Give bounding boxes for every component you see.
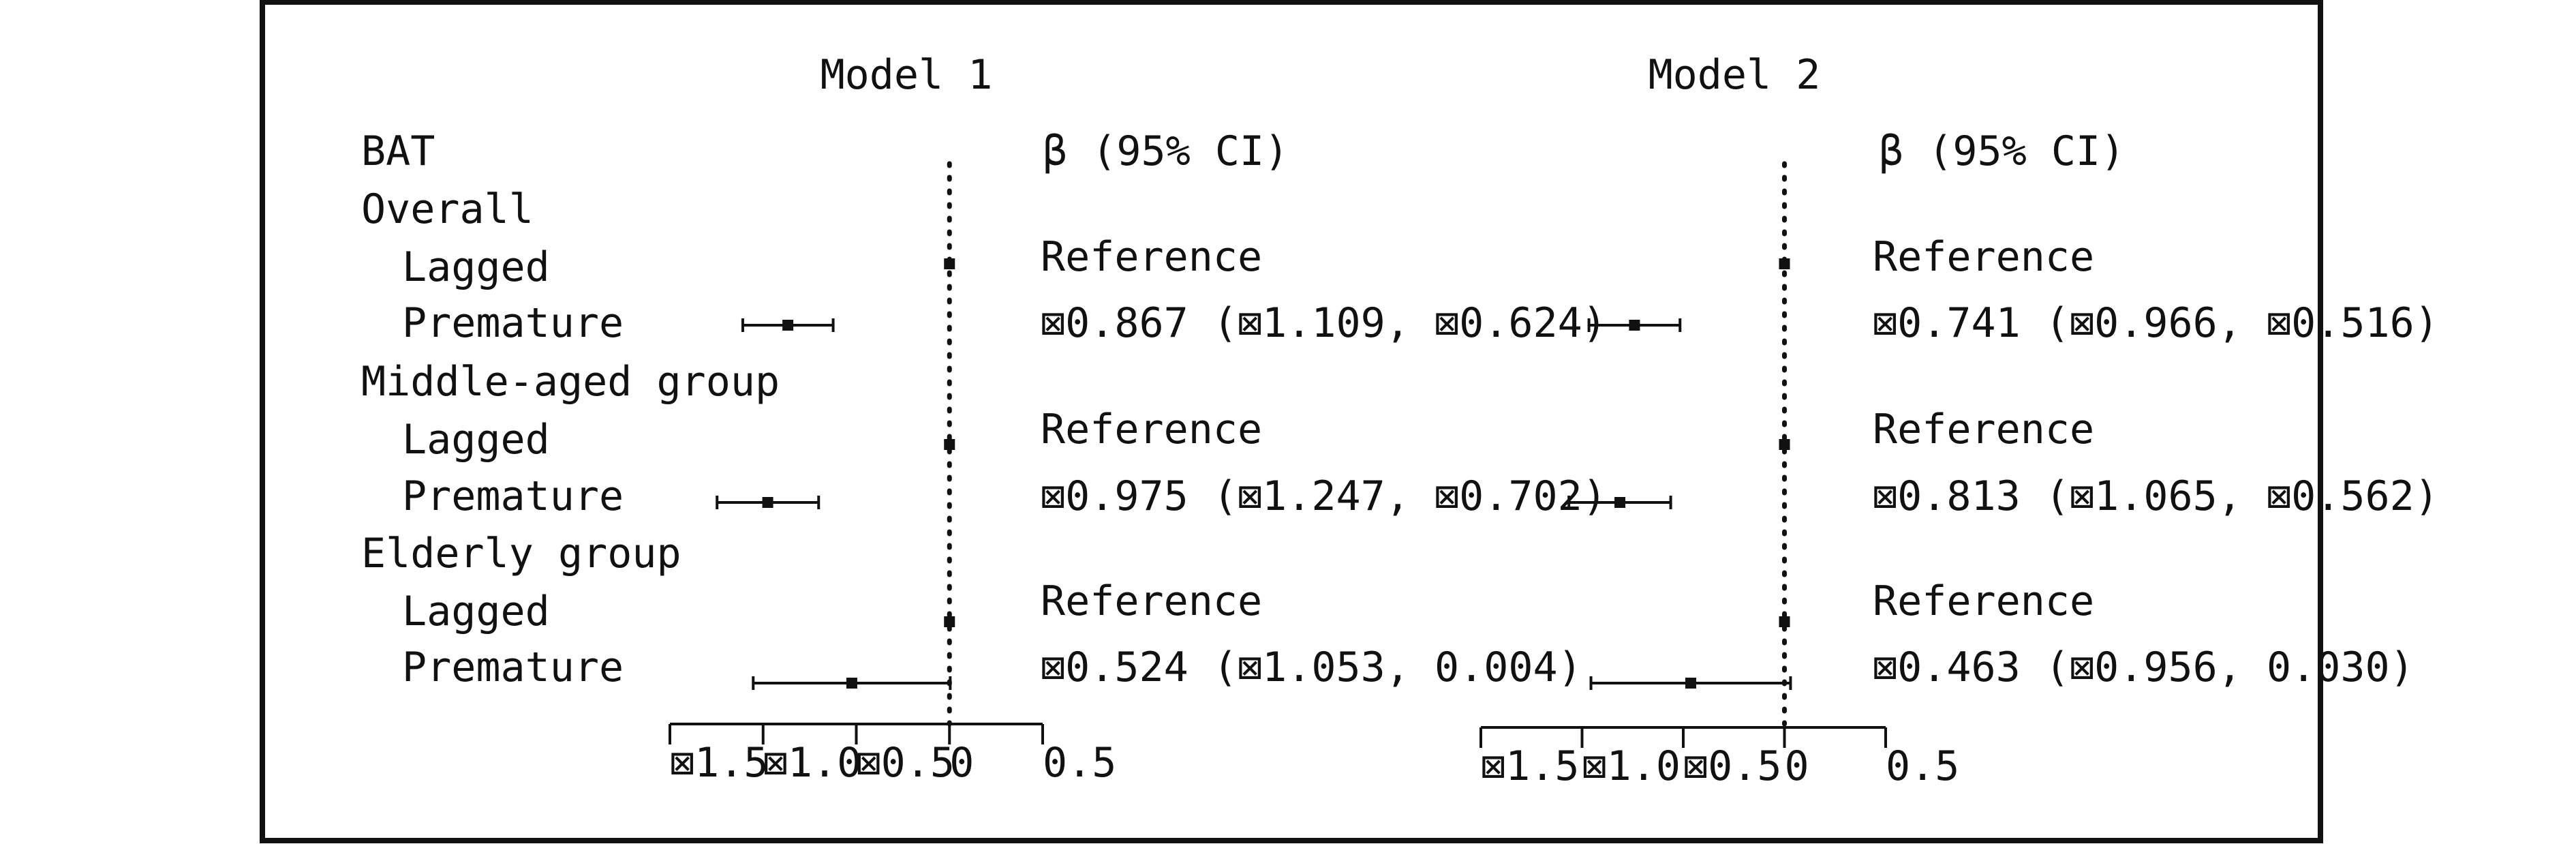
point-estimate [762, 497, 773, 508]
estimate-header: β (95% CI) [1043, 127, 1289, 175]
x-tick-label: ⊠1.0 [763, 739, 862, 787]
row-label-premature: Premature [402, 299, 624, 347]
estimate-header: β (95% CI) [1879, 127, 2125, 175]
row-label-lagged: Lagged [402, 588, 550, 635]
x-tick-label: ⊠0.5 [1683, 742, 1782, 790]
point-estimate [1779, 616, 1790, 627]
point-estimate [944, 258, 955, 269]
ci-text-reference: Reference [1041, 406, 1262, 453]
x-tick-label: ⊠1.5 [670, 739, 769, 787]
x-tick-label: 0 [949, 739, 974, 787]
x-tick-label: 0.5 [1886, 742, 1959, 790]
point-estimate [1779, 258, 1790, 269]
panel-model-1: Model 1 β (95% CI) Reference ⊠0.867 (⊠1.109… [669, 51, 1607, 787]
ci-text-estimate: ⊠0.463 (⊠0.956, 0.030) [1873, 644, 2414, 691]
x-tick-label: 0 [1785, 742, 1809, 790]
row-label-middle-aged-group: Middle-aged group [361, 358, 780, 406]
ci-text-reference: Reference [1041, 577, 1262, 625]
row-label-overall: Overall [361, 185, 534, 233]
x-tick-label: ⊠1.0 [1582, 742, 1681, 790]
x-tick-label: 0.5 [1043, 739, 1116, 787]
row-label-elderly-group: Elderly group [361, 530, 681, 577]
ci-text-reference: Reference [1873, 233, 2094, 281]
ci-text-estimate: ⊠0.813 (⊠1.065, ⊠0.562) [1873, 472, 2439, 520]
figure-border [260, 0, 2323, 843]
panel-title: Model 2 [1649, 51, 1821, 99]
ci-text-estimate: ⊠0.867 (⊠1.109, ⊠0.624) [1041, 299, 1607, 347]
row-label-lagged: Lagged [402, 243, 550, 291]
point-estimate [1685, 678, 1696, 689]
ci-text-reference: Reference [1873, 406, 2094, 453]
ci-text-reference: Reference [1873, 577, 2094, 625]
point-estimate [944, 616, 955, 627]
point-estimate [782, 320, 794, 331]
ci-text-reference: Reference [1041, 233, 1262, 281]
point-estimate [846, 678, 857, 689]
row-label-lagged: Lagged [402, 416, 550, 464]
point-estimate [1614, 497, 1626, 508]
point-estimate [1629, 320, 1640, 331]
row-label-premature: Premature [402, 644, 624, 691]
ci-text-estimate: ⊠0.741 (⊠0.966, ⊠0.516) [1873, 299, 2439, 347]
panel-model-2: Model 2 β (95% CI) Reference ⊠0.741 (⊠0.966… [1479, 51, 2439, 790]
ci-text-estimate: ⊠0.524 (⊠1.053, 0.004) [1041, 644, 1582, 691]
row-label-bat: BAT [361, 127, 435, 175]
row-label-premature: Premature [402, 472, 624, 520]
row-labels: BAT Overall Lagged Premature Middle-aged gro… [361, 127, 780, 691]
ci-text-estimate: ⊠0.975 (⊠1.247, ⊠0.702) [1041, 472, 1607, 520]
x-tick-label: ⊠1.5 [1481, 742, 1580, 790]
panel-title: Model 1 [821, 51, 993, 99]
point-estimate [944, 439, 955, 450]
x-tick-label: ⊠0.5 [857, 739, 955, 787]
point-estimate [1779, 439, 1790, 450]
